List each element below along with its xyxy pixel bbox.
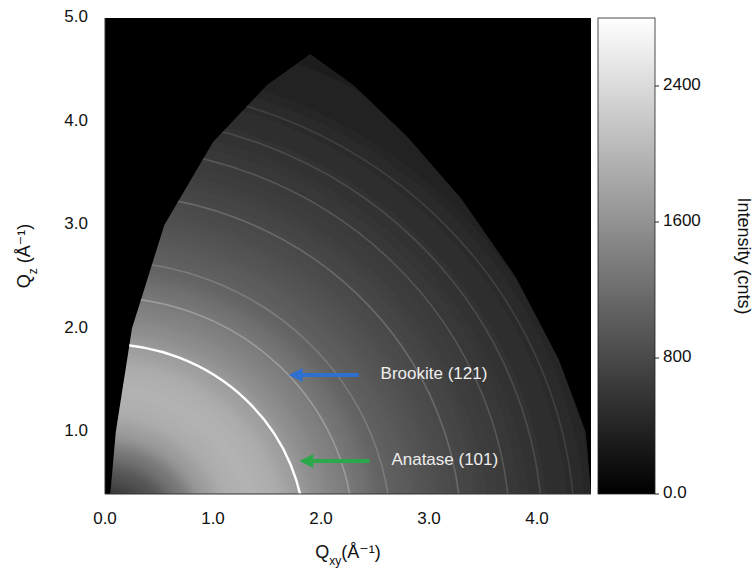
diffraction-ring [105,85,575,494]
background-band [105,173,483,494]
background-band [105,235,418,494]
background-band [105,442,202,494]
chart: 0.0 1.0 2.0 3.0 4.0 1.0 2.0 3.0 4.0 5.0 Qxy(Å⁻¹) Qz… [0,0,756,571]
y-axis-title: Qz (Å⁻¹) [14,224,40,289]
y-tick-label: 1.0 [64,421,88,440]
background-band [105,18,591,494]
annotation-text: Brookite (121) [381,364,488,383]
background-band [105,359,289,494]
y-axis-line [105,18,106,494]
x-tick-label: 0.0 [93,509,117,528]
colorbar-tick-label: 1600 [663,211,701,230]
background-band [105,49,591,494]
colorbar-tick [655,222,659,223]
colorbar-tick [655,86,659,87]
background-band [105,422,224,494]
x-tick-label: 1.0 [201,509,225,528]
colorbar-title: Intensity (cnts) [734,197,754,314]
background-band [105,132,526,494]
diffraction-ring [105,297,353,494]
y-tick-label: 2.0 [64,318,88,337]
colorbar [598,18,655,494]
x-tick-label: 2.0 [309,509,333,528]
diffraction-ring [105,344,305,494]
background-band [105,70,591,494]
background-band [105,256,397,494]
diffraction-ring [105,116,542,494]
annotation-text: Anatase (101) [391,450,498,469]
background-band [105,401,245,494]
y-tick-label: 4.0 [64,111,88,130]
colorbar-tick [655,494,659,495]
x-tick-label: 4.0 [525,509,549,528]
annotation-arrow [301,373,359,377]
colorbar-tick-label: 0.0 [663,483,687,502]
background-band [105,484,159,494]
colorbar-tick-label: 800 [663,347,691,366]
background-band [105,463,181,494]
diffraction-ring [105,261,391,494]
x-tick-label: 3.0 [417,509,441,528]
x-axis-title: Qxy(Å⁻¹) [315,542,381,568]
y-tick-label: 3.0 [64,214,88,233]
background-band [105,297,353,494]
colorbar-tick [655,358,659,359]
plot-area [105,18,591,494]
detector-area [105,18,591,494]
background-band [105,194,461,494]
background-band [105,111,548,494]
background-band [105,318,332,494]
background-band [105,215,440,494]
x-axis-line [105,494,591,495]
annotation-arrow [311,459,369,463]
annotation-arrowhead [299,454,313,468]
background-band [105,28,591,494]
background-band [105,339,310,494]
y-tick-label: 5.0 [64,7,88,26]
background-bands [105,18,591,494]
colorbar-tick-label: 2400 [663,75,701,94]
diffraction-ring [105,194,461,494]
diffraction-ring [105,147,510,494]
rings [105,85,575,494]
background-band [105,277,375,494]
annotation-arrowhead [289,368,303,382]
